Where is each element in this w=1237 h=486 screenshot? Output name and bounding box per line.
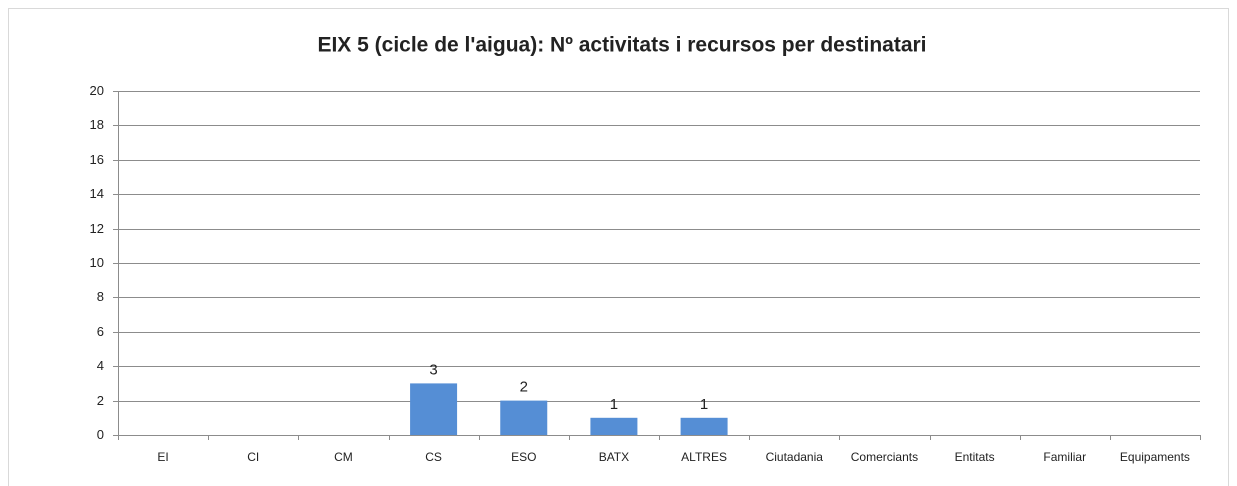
x-tick-label: Equipaments — [1120, 450, 1190, 464]
y-tick-label: 4 — [97, 358, 104, 373]
x-tick-label: Familiar — [1043, 450, 1086, 464]
y-tick-label: 0 — [97, 427, 104, 442]
value-label: 3 — [429, 361, 437, 378]
x-tick-label: CI — [247, 450, 259, 464]
x-tick-label: ESO — [511, 450, 536, 464]
x-tick-label: CS — [425, 450, 442, 464]
y-tick-label: 14 — [90, 186, 104, 201]
x-tick-label: CM — [334, 450, 353, 464]
bar — [410, 383, 458, 435]
x-tick-label: Ciutadania — [766, 450, 824, 464]
x-tick-label: Entitats — [955, 450, 995, 464]
value-label: 1 — [610, 396, 618, 413]
y-tick-label: 8 — [97, 289, 104, 304]
y-tick-label: 16 — [90, 152, 104, 167]
y-tick-label: 10 — [90, 255, 104, 270]
y-tick-label: 2 — [97, 393, 104, 408]
chart-frame — [8, 8, 1229, 486]
x-tick-label: Comerciants — [851, 450, 918, 464]
y-tick-label: 12 — [90, 221, 104, 236]
y-tick-label: 6 — [97, 324, 104, 339]
bar — [500, 400, 548, 435]
x-tick-label: EI — [157, 450, 168, 464]
value-label: 1 — [700, 396, 708, 413]
y-tick-label: 20 — [90, 83, 104, 98]
y-tick-label: 18 — [90, 117, 104, 132]
x-tick-label: BATX — [599, 450, 629, 464]
bar — [590, 417, 638, 435]
bar — [680, 417, 728, 435]
value-label: 2 — [520, 379, 528, 396]
chart-title: EIX 5 (cicle de l'aigua): Nº activitats … — [317, 34, 926, 57]
x-tick-label: ALTRES — [681, 450, 727, 464]
